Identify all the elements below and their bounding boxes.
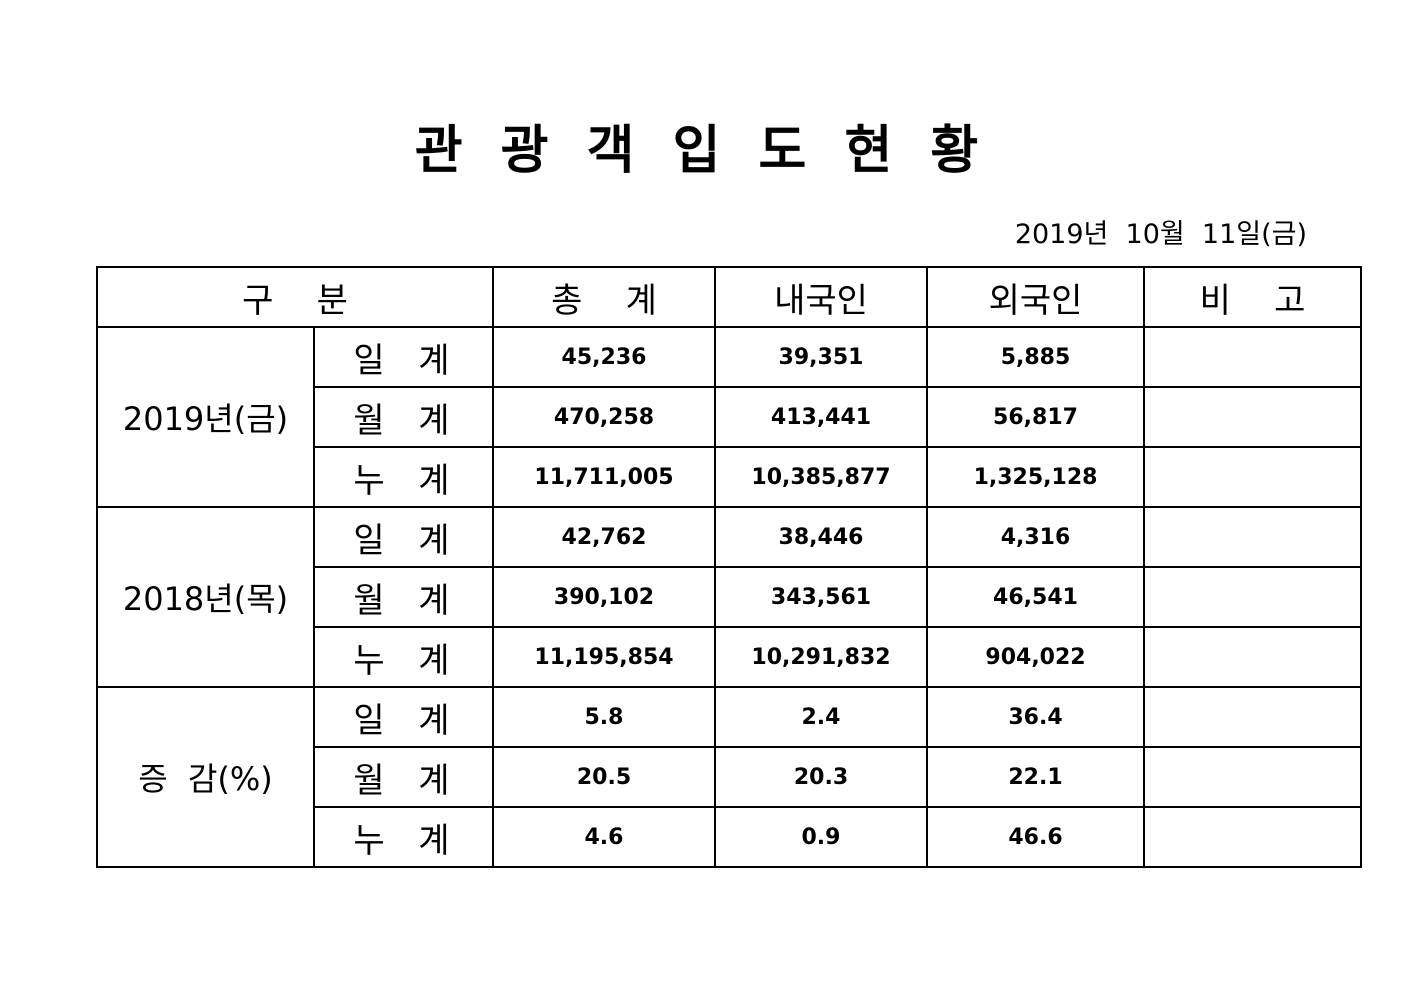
value-cell: 46,541 <box>926 566 1145 628</box>
value-cell: 904,022 <box>926 626 1145 688</box>
remark-cell <box>1143 806 1362 868</box>
header-cell: 총 계 <box>492 266 716 328</box>
row-label: 누 계 <box>313 806 494 868</box>
row: 누 계 4.6 0.9 46.6 <box>97 806 1362 868</box>
remark-cell <box>1143 446 1362 508</box>
row: 증 감(%) 일 계 5.8 2.4 36.4 <box>96 686 1362 868</box>
value-cell: 45,236 <box>492 326 716 388</box>
row: 월 계 20.5 20.3 22.1 <box>97 746 1362 808</box>
value-cell: 390,102 <box>492 566 716 628</box>
group-label: 2018년(목) <box>96 506 315 688</box>
remark-cell <box>1143 506 1362 568</box>
header-cell: 비 고 <box>1143 266 1362 328</box>
remark-cell <box>1143 386 1362 448</box>
title: 관 광 객 입 도 현 황 <box>414 121 989 181</box>
row-label: 월 계 <box>313 386 494 448</box>
remark-cell <box>1143 566 1362 628</box>
value-cell: 470,258 <box>492 386 716 448</box>
value-cell: 20.3 <box>714 746 928 808</box>
value-cell: 39,351 <box>714 326 928 388</box>
remark-cell <box>1143 626 1362 688</box>
row: 월 계 470,258 413,441 56,817 <box>97 386 1362 448</box>
remark-cell <box>1143 686 1362 748</box>
value-cell: 5.8 <box>492 686 716 748</box>
value-cell: 4,316 <box>926 506 1145 568</box>
value-cell: 20.5 <box>492 746 716 808</box>
header-cell: 구 분 <box>96 266 494 328</box>
value-cell: 10,291,832 <box>714 626 928 688</box>
value-cell: 5,885 <box>926 326 1145 388</box>
group-label: 2019년(금) <box>96 326 315 508</box>
group-label: 증 감(%) <box>96 686 315 868</box>
row: 2018년(목) 일 계 42,762 38,446 4,316 <box>96 506 1362 688</box>
row-label: 누 계 <box>313 446 494 508</box>
row: 2019년(금) 일 계 45,236 39,351 5,885 <box>96 326 1362 508</box>
date: 2019년 10월 11일(금) <box>1014 219 1307 250</box>
row-label: 일 계 <box>313 686 494 748</box>
row-label: 월 계 <box>313 566 494 628</box>
value-cell: 10,385,877 <box>714 446 928 508</box>
header-cell: 내국인 <box>714 266 928 328</box>
row: 누 계 11,195,854 10,291,832 904,022 <box>97 626 1362 688</box>
row-label: 일 계 <box>313 506 494 568</box>
remark-cell <box>1143 746 1362 808</box>
value-cell: 2.4 <box>714 686 928 748</box>
value-cell: 343,561 <box>714 566 928 628</box>
row: 월 계 390,102 343,561 46,541 <box>97 566 1362 628</box>
value-cell: 36.4 <box>926 686 1145 748</box>
value-cell: 46.6 <box>926 806 1145 868</box>
value-cell: 22.1 <box>926 746 1145 808</box>
value-cell: 56,817 <box>926 386 1145 448</box>
value-cell: 42,762 <box>492 506 716 568</box>
value-cell: 1,325,128 <box>926 446 1145 508</box>
value-cell: 11,195,854 <box>492 626 716 688</box>
header-cell: 외국인 <box>926 266 1145 328</box>
row-label: 월 계 <box>313 746 494 808</box>
value-cell: 413,441 <box>714 386 928 448</box>
value-cell: 38,446 <box>714 506 928 568</box>
value-cell: 0.9 <box>714 806 928 868</box>
row: 누 계 11,711,005 10,385,877 1,325,128 <box>97 446 1362 508</box>
value-cell: 11,711,005 <box>492 446 716 508</box>
remark-cell <box>1143 326 1362 388</box>
row-label: 일 계 <box>313 326 494 388</box>
row-label: 누 계 <box>313 626 494 688</box>
value-cell: 4.6 <box>492 806 716 868</box>
